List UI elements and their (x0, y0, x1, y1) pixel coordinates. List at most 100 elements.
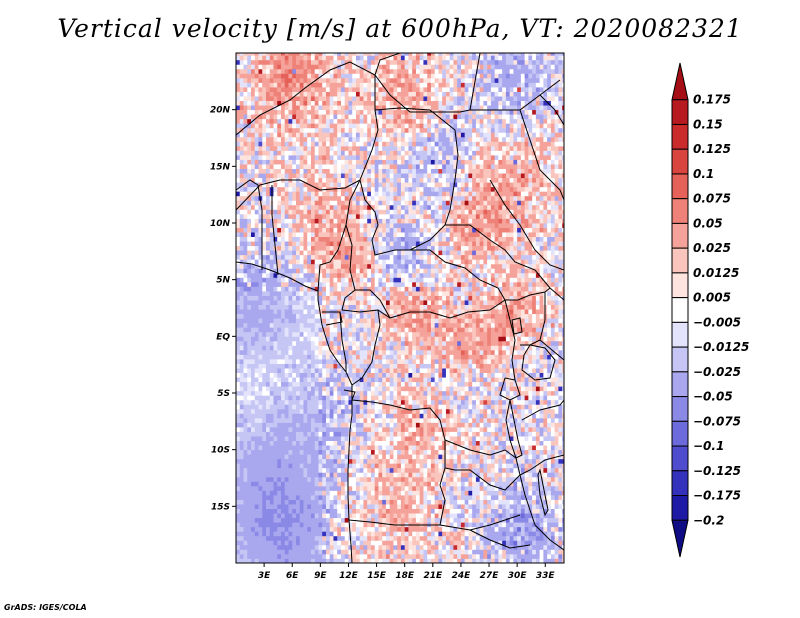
field-cell (333, 340, 338, 346)
field-cell (333, 381, 338, 387)
field-cell (505, 436, 511, 441)
field-cell (434, 445, 439, 451)
field-cell (397, 549, 402, 555)
field-cell (262, 399, 267, 405)
field-cell (307, 540, 312, 546)
field-cell (277, 517, 282, 523)
field-cell (333, 504, 338, 509)
field-cell (487, 354, 492, 360)
field-cell (509, 336, 514, 342)
field-cell (468, 349, 473, 355)
field-cell (513, 436, 518, 441)
field-cell (374, 404, 379, 410)
field-cell (445, 495, 451, 500)
field-cell (299, 399, 304, 405)
field-cell (509, 526, 514, 532)
field-cell (359, 422, 364, 428)
field-cell (517, 472, 522, 478)
field-cell (442, 404, 447, 410)
field-cell (295, 313, 301, 319)
field-cell (236, 340, 241, 346)
field-cell (415, 408, 421, 414)
field-cell (509, 499, 514, 505)
field-cell (265, 526, 271, 532)
field-cell (460, 463, 466, 469)
field-cell (430, 440, 436, 446)
field-cell (265, 368, 271, 373)
field-cell (502, 458, 507, 464)
field-cell (254, 349, 259, 355)
field-cell (415, 390, 421, 396)
field-cell (273, 354, 278, 360)
field-cell (498, 544, 503, 550)
field-cell (254, 445, 259, 451)
field-cell (314, 386, 319, 392)
field-cell (494, 377, 499, 383)
field-cell (558, 436, 563, 441)
field-cell (363, 485, 368, 491)
field-cell (490, 504, 496, 509)
field-cell (340, 540, 346, 546)
field-cell (430, 499, 436, 505)
field-cell (532, 522, 537, 528)
field-cell (352, 522, 357, 528)
field-cell (445, 309, 451, 315)
field-cell (513, 354, 518, 360)
field-cell (442, 531, 447, 537)
field-cell (479, 318, 484, 324)
field-cell (250, 322, 256, 328)
field-cell (307, 449, 312, 455)
field-cell (295, 408, 301, 414)
field-cell (498, 431, 503, 437)
field-cell (453, 449, 458, 455)
field-cell (280, 531, 286, 537)
field-cell (487, 513, 492, 519)
field-cell (292, 513, 297, 519)
field-cell (453, 427, 458, 432)
field-cell (273, 531, 278, 537)
field-cell (367, 340, 372, 346)
field-cell (434, 395, 439, 401)
field-cell (400, 499, 406, 505)
field-cell (389, 513, 394, 519)
field-cell (389, 377, 394, 383)
field-cell (434, 558, 439, 563)
field-cell (269, 390, 274, 396)
field-cell (427, 485, 432, 491)
field-cell (438, 549, 443, 555)
field-cell (487, 345, 492, 351)
field-cell (502, 368, 507, 373)
field-cell (355, 422, 361, 428)
field-cell (258, 549, 263, 555)
field-cell (498, 345, 503, 351)
field-cell (475, 318, 481, 324)
field-cell (247, 336, 252, 342)
field-cell (460, 522, 466, 528)
field-cell (382, 404, 387, 410)
field-cell (277, 544, 282, 550)
field-cell (325, 436, 331, 441)
field-cell (434, 535, 439, 541)
field-cell (307, 499, 312, 505)
field-cell (333, 386, 338, 392)
field-cell (277, 472, 282, 478)
field-cell (475, 513, 481, 519)
field-cell (262, 322, 267, 328)
field-cell (307, 336, 312, 342)
field-cell (528, 504, 533, 509)
field-cell (314, 408, 319, 414)
field-cell (468, 331, 473, 337)
field-cell (554, 363, 559, 369)
field-cell (502, 544, 507, 550)
field-cell (250, 309, 256, 315)
field-cell (517, 359, 522, 364)
field-cell (502, 481, 507, 487)
field-cell (550, 399, 556, 405)
field-cell (378, 499, 383, 505)
field-cell (460, 368, 466, 373)
field-cell (329, 495, 334, 500)
field-cell (378, 549, 383, 555)
field-cell (449, 508, 454, 514)
field-cell (457, 336, 462, 342)
field-cell (547, 458, 552, 464)
